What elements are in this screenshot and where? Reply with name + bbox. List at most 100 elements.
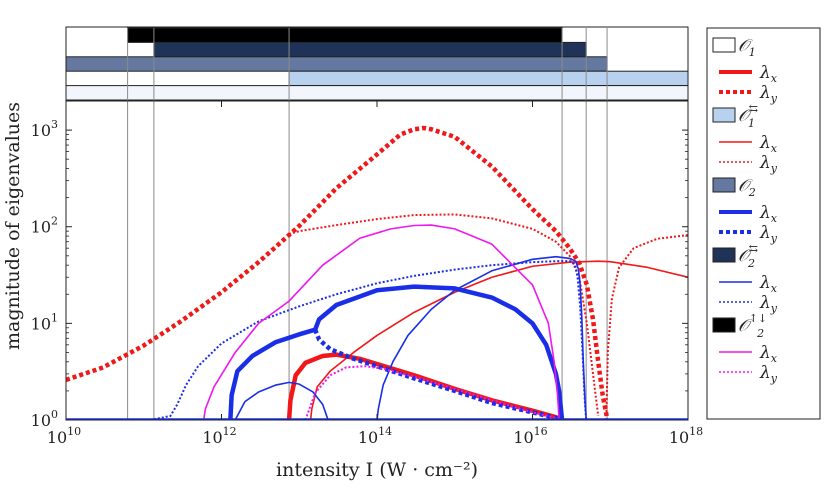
y-axis-label: magnitude of eigenvalues: [2, 102, 24, 350]
x-tick-label-exp-2: 12: [223, 425, 237, 438]
series-line-3: [309, 260, 688, 420]
legend-entry-lambda: λ: [759, 203, 771, 223]
y-tick-label-exp-4: 3: [51, 118, 58, 131]
x-tick-label-base-4: 10: [513, 428, 533, 447]
legend-swatch-2: [712, 107, 736, 123]
series-line-9: [234, 381, 329, 420]
legend-group-2: 𝒪⇆ 1: [712, 102, 758, 130]
legend-entry-sub: y: [770, 92, 778, 105]
series-line-12: [202, 224, 560, 420]
legend-entry-sub: y: [770, 302, 778, 315]
legend-entry-lambda: λ: [759, 133, 771, 153]
series-layer: [66, 125, 688, 420]
legend-entry-lambda: λ: [759, 63, 771, 83]
legend-entry-label-5-2: λy: [759, 363, 778, 385]
legend-group-4: 𝒪⇆ 2: [712, 242, 758, 270]
x-tick-label-base-5: 10: [669, 428, 689, 447]
series-line-5: [605, 234, 688, 420]
legend-entry-label-4-1: λx: [759, 273, 778, 295]
y-tick-label-3: 102: [31, 215, 58, 237]
legend-entry-lambda: λ: [759, 273, 771, 293]
legend-group-sub: 2: [756, 327, 764, 340]
region-bar-3: [65, 56, 608, 72]
legend-group-sup: ⇆: [749, 242, 758, 255]
x-tick-label-base-1: 10: [47, 428, 67, 447]
legend-entry-label-1-1: λx: [759, 63, 778, 85]
legend-entry-label-3-1: λx: [759, 203, 778, 225]
series-line-10: [66, 255, 587, 420]
region-bar-1: [127, 27, 563, 43]
legend-group-label-2: 𝒪⇆ 1: [738, 102, 758, 130]
legend-group-label-4: 𝒪⇆ 2: [738, 242, 758, 270]
legend-group-5: 𝒪↑↓ 2: [712, 312, 767, 340]
series-line-6: [228, 327, 318, 420]
y-tick-label-base-4: 10: [31, 121, 51, 140]
series-line-4: [288, 213, 600, 417]
x-tick-label-exp-3: 14: [378, 425, 392, 438]
legend-entry-lambda: λ: [759, 153, 771, 173]
legend-entry-lambda: λ: [759, 343, 771, 363]
x-axis-label-text: intensity I (W · cm⁻²): [276, 459, 478, 481]
legend-entry-sub: y: [770, 372, 778, 385]
y-tick-label-exp-1: 0: [51, 408, 58, 421]
legend-entry-label-4-2: λy: [759, 293, 778, 315]
y-tick-label-2: 101: [31, 311, 58, 333]
legend-entry-sub: x: [771, 142, 778, 155]
legend-entry-sub: y: [770, 232, 778, 245]
legend-swatch-1: [712, 37, 736, 53]
legend-entry-label-5-1: λx: [759, 343, 778, 365]
legend-entry-lambda: λ: [759, 293, 771, 313]
y-tick-label-base-1: 10: [31, 411, 51, 430]
series-line-8: [313, 328, 563, 420]
region-bar-5: [65, 85, 689, 101]
y-tick-label-exp-3: 2: [51, 215, 58, 228]
x-tick-label-exp-4: 16: [534, 425, 548, 438]
y-tick-label-exp-2: 1: [51, 311, 58, 324]
legend-entry-label-2-1: λx: [759, 133, 778, 155]
x-axis-label: intensity I (W · cm⁻²): [276, 459, 478, 481]
series-line-11: [66, 260, 588, 420]
legend-group-sub: 1: [749, 46, 756, 59]
legend-entry-lambda: λ: [759, 223, 771, 243]
legend-entry-label-3-2: λy: [759, 223, 778, 245]
legend-group-sup: ⇆: [749, 102, 758, 115]
x-tick-label-1: 1010: [47, 425, 81, 447]
legend-entry-sub: x: [771, 352, 778, 365]
legend-entry-label-2-2: λy: [759, 153, 778, 175]
plot-frame-top: [65, 100, 689, 421]
x-tick-label-base-3: 10: [358, 428, 378, 447]
legend-group-sub: 2: [748, 186, 756, 199]
legend-group-sub: 1: [748, 117, 755, 130]
y-tick-label-base-2: 10: [31, 314, 51, 333]
x-tick-label-exp-1: 10: [67, 425, 81, 438]
y-tick-label-4: 103: [31, 118, 58, 140]
y-tick-label-base-3: 10: [31, 218, 51, 237]
series-line-1: [66, 125, 609, 417]
legend-swatch-4: [712, 247, 736, 263]
x-tick-label-5: 1018: [669, 425, 703, 447]
y-tick-label-1: 100: [31, 408, 58, 430]
legend-entry-sub: x: [771, 72, 778, 85]
legend-entry-lambda: λ: [759, 83, 771, 103]
x-tick-label-2: 1012: [202, 425, 236, 447]
y-axis-label-text: magnitude of eigenvalues: [2, 102, 24, 350]
region-panel: [65, 26, 689, 102]
legend-entry-lambda: λ: [759, 363, 771, 383]
x-tick-label-4: 1016: [513, 425, 547, 447]
legend-entry-label-1-2: λy: [759, 83, 778, 105]
region-bar-4: [288, 70, 689, 87]
legend-swatch-3: [712, 177, 736, 193]
legend-entry-sub: y: [770, 162, 778, 175]
x-tick-label-3: 1014: [358, 425, 392, 447]
x-tick-label-exp-5: 18: [689, 425, 703, 438]
legend-group-sub: 2: [747, 257, 755, 270]
region-bar-2: [153, 41, 587, 58]
x-tick-label-base-2: 10: [202, 428, 222, 447]
legend-group-sup: ↑↓: [749, 312, 767, 325]
legend-swatch-5: [712, 317, 736, 333]
series-line-13: [304, 365, 560, 420]
